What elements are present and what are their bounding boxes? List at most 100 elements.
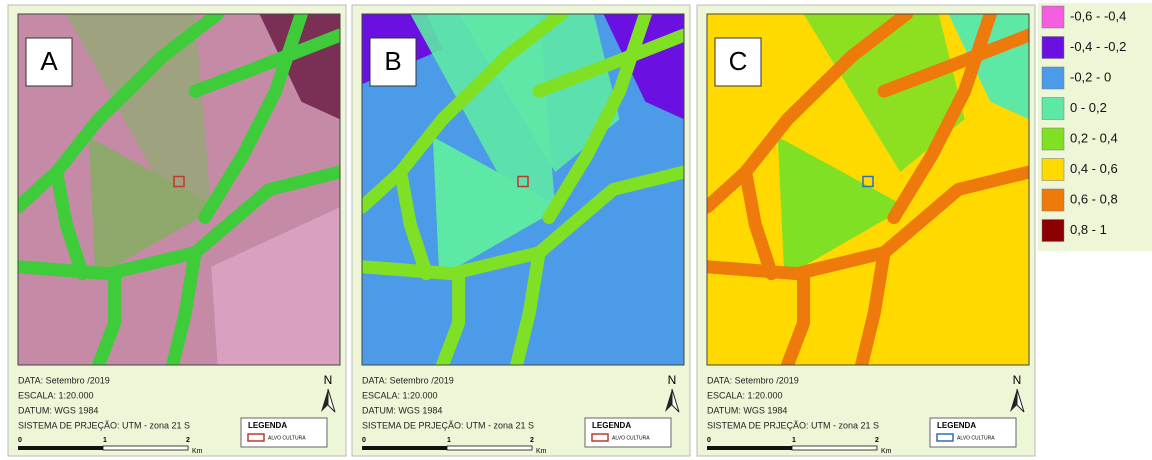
legend-item: ALVO CULTURA [612,435,650,441]
legend-swatch [1041,97,1065,120]
north-label: N [668,373,677,387]
scale-bar [102,445,189,451]
legend-icon [247,433,265,442]
panel-label: C [729,46,748,76]
panel-label: A [40,46,58,76]
scale-bar [707,446,792,450]
scale-unit: Km [536,448,547,455]
target-marker [862,175,874,188]
legend-label: -0,6 - -0,4 [1070,8,1126,23]
target-marker [517,175,529,188]
field [88,136,218,278]
river [781,267,811,365]
legend-label: 0,4 - 0,6 [1070,161,1118,176]
low-area [211,207,340,365]
legend-label: -0,2 - 0 [1070,69,1111,84]
scale-tick-label: 2 [875,437,879,444]
scale-bar [791,445,878,451]
river [18,14,225,214]
legend-label: -0,4 - -0,2 [1070,39,1126,54]
legend-swatch [1041,158,1065,181]
legend-icon [936,433,954,442]
river [188,28,340,98]
legend-label: 0,2 - 0,4 [1070,130,1118,145]
date: DATA: Setembro /2019 [362,375,454,385]
scale-bar [18,446,103,450]
map-frame [706,13,1030,366]
scale-unit: Km [192,448,203,455]
scale-text: ESCALA: 1:20.000 [707,390,783,400]
river [166,246,202,365]
north-arrow [665,389,672,412]
north-label: N [324,373,333,387]
scale-tick-label: 2 [530,437,534,444]
legend-title: LEGENDA [937,421,976,430]
legend-label: 0 - 0,2 [1070,100,1107,115]
legend-box [584,417,672,448]
north-arrow [321,389,328,412]
datum: DATUM: WGS 1984 [18,405,98,415]
north-arrow [671,388,680,413]
north-label: N [1013,373,1022,387]
legend-swatch [1041,36,1065,59]
legend-icon [591,433,609,442]
scale-text: ESCALA: 1:20.000 [18,390,94,400]
date: DATA: Setembro /2019 [18,375,110,385]
field [777,136,907,278]
legend-label: 0,6 - 0,8 [1070,191,1118,206]
legend-swatch [1041,66,1065,90]
date: DATA: Setembro /2019 [707,375,799,385]
river [855,246,891,365]
legend-title: LEGENDA [248,421,287,430]
legend-swatch [1041,188,1065,212]
north-arrow [327,388,336,413]
panel-label-box [25,37,73,87]
scale-bar [362,446,447,450]
river [92,267,122,365]
projection: SISTEMA DE PRJEÇÃO: UTM - zona 21 S [707,420,879,430]
legend-item: ALVO CULTURA [268,435,306,441]
river [707,14,914,214]
projection: SISTEMA DE PRJEÇÃO: UTM - zona 21 S [362,420,534,430]
legend-box [929,417,1017,448]
legend-title: LEGENDA [592,421,631,430]
map-frame [361,13,685,366]
legend-swatch [1041,5,1065,29]
river [877,28,1029,98]
river [510,246,546,365]
north-arrow [1010,389,1017,412]
low-area [900,207,1029,365]
projection: SISTEMA DE PRJEÇÃO: UTM - zona 21 S [18,420,190,430]
panel-label-box [714,37,762,87]
river [436,267,466,365]
river [50,165,89,281]
scale-unit: Km [881,448,892,455]
scale-tick-label: 1 [447,437,451,444]
scale-tick-label: 0 [18,437,22,444]
datum: DATUM: WGS 1984 [707,405,787,415]
map-frame [17,13,341,366]
low-area [555,207,684,365]
field-strip [66,14,212,208]
scale-tick-label: 2 [186,437,190,444]
scale-tick-label: 0 [707,437,711,444]
north-arrow [1016,388,1025,413]
datum: DATUM: WGS 1984 [362,405,442,415]
scale-bar [446,445,533,451]
legend-box [240,417,328,448]
river [362,14,569,214]
panel-label: B [384,46,401,76]
map [707,14,1029,365]
river [739,165,778,281]
legend-swatch [1041,127,1065,151]
scale-tick-label: 1 [792,437,796,444]
panel-label-box [369,37,417,87]
river [532,28,684,98]
legend-item: ALVO CULTURA [957,435,995,441]
field [432,136,562,278]
legend-swatch [1041,219,1065,242]
legend-label: 0,8 - 1 [1070,222,1107,237]
scale-text: ESCALA: 1:20.000 [362,390,438,400]
